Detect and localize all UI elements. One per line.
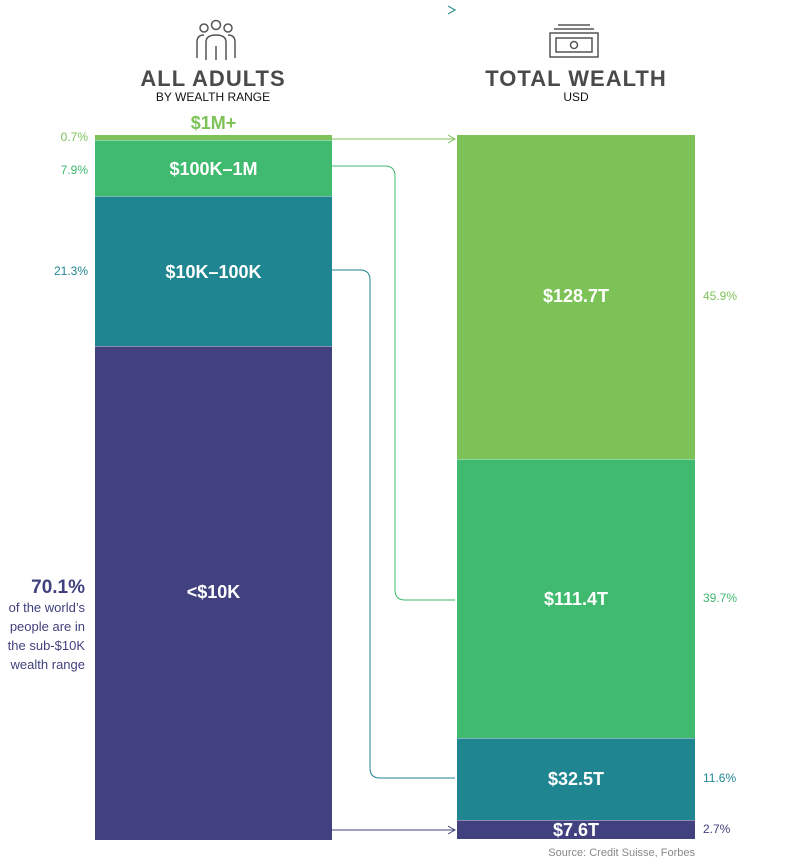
arrowhead <box>447 5 457 15</box>
right-segment: $32.5T <box>457 738 695 821</box>
arrowhead <box>447 5 457 15</box>
right-percent-label: 2.7% <box>703 821 731 836</box>
annotation-line: wealth range <box>10 657 85 672</box>
annotation-line: the sub-$10K <box>7 638 85 653</box>
annotation-line: people control <box>570 406 652 421</box>
right-percent-label: 45.9% <box>703 288 738 303</box>
segment-label: $32.5T <box>547 769 605 790</box>
arrowhead <box>447 825 457 835</box>
segment-label: $100K–1M <box>169 158 258 179</box>
right-percent-label: 39.7% <box>703 590 738 605</box>
left-segment: $100K–1M <box>95 139 332 196</box>
annotation-line: of the world’s <box>570 387 647 402</box>
segment-label: $10K–100K <box>165 261 262 282</box>
right-percent-label: 11.6% <box>703 771 737 786</box>
left-annotation: 70.1% of the world’s people are in the s… <box>0 578 85 674</box>
segment-label: $7.6T <box>552 819 600 840</box>
right-segment: $7.6T <box>457 819 695 840</box>
left-percent-label: 7.9% <box>60 163 88 177</box>
left-percent-label: 21.3% <box>53 264 88 278</box>
right-annotation: 0.7% of the world’s people control $128.… <box>570 365 796 461</box>
right-segment: $128.7T <box>457 135 695 459</box>
annotation-head: 70.1% <box>31 577 85 598</box>
left-segment: $1M+ <box>95 113 332 140</box>
segment-label: <$10K <box>186 581 241 602</box>
annotation-line: of wealth <box>570 444 623 459</box>
left-percent-label: 0.7% <box>60 130 88 144</box>
left-segment: <$10K <box>95 345 332 840</box>
source-note: Source: Credit Suisse, Forbes <box>548 847 695 859</box>
segment-label: $1M+ <box>190 113 237 133</box>
left-segment: $10K–100K <box>95 195 332 346</box>
arrowhead <box>447 134 457 144</box>
left-subtitle: BY WEALTH RANGE <box>155 90 271 104</box>
connector-arrow <box>332 165 455 601</box>
people-icon <box>196 19 236 60</box>
annotation-head: 0.7% <box>570 364 614 385</box>
right-segment: $111.4T <box>457 458 695 739</box>
left-title: ALL ADULTS <box>140 66 286 91</box>
annotation-line: of the world’s <box>8 600 85 615</box>
money-icon <box>549 24 599 58</box>
segment-label: $128.7T <box>542 286 610 307</box>
connector-arrow <box>332 269 455 779</box>
right-subtitle: USD <box>563 90 589 104</box>
segment-label: $111.4T <box>543 588 609 609</box>
annotation-line: people are in <box>9 619 85 634</box>
annotation-line: $128.7 trillion <box>570 425 648 440</box>
right-title: TOTAL WEALTH <box>485 66 667 91</box>
